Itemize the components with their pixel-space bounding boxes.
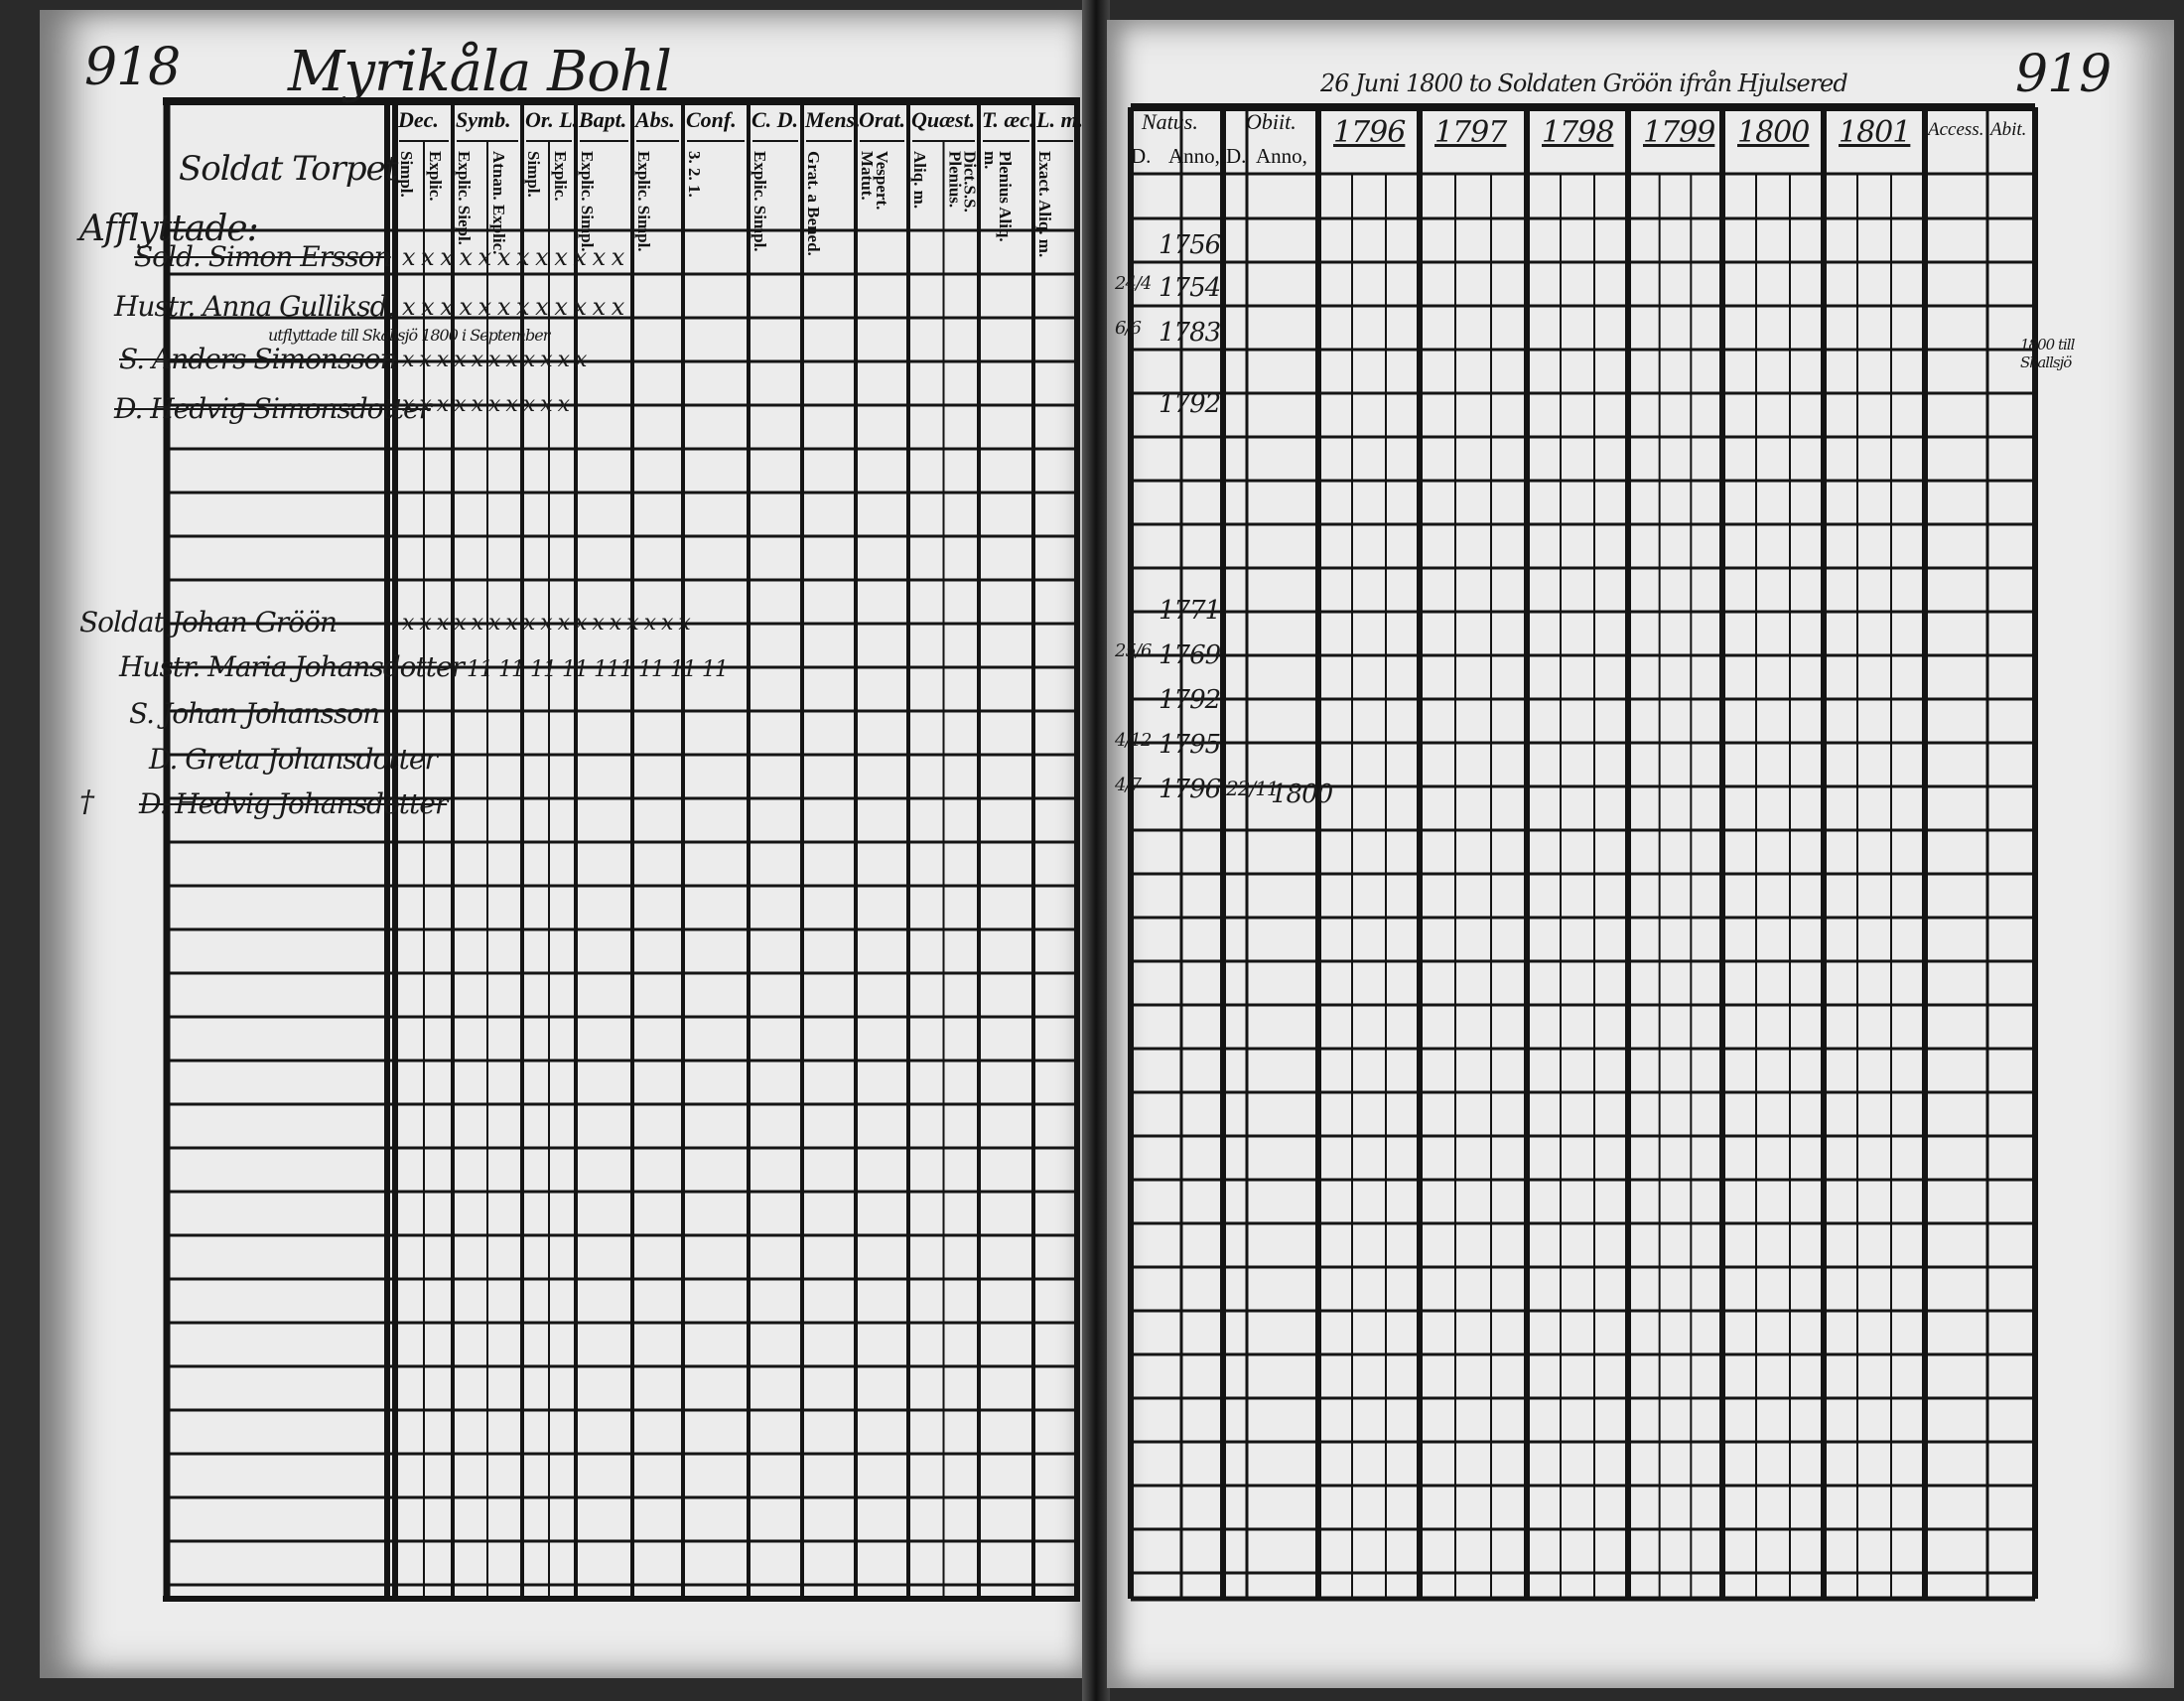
- sub-header: Atnan. Explic.: [489, 151, 508, 255]
- birth-year: 1754: [1159, 273, 1221, 303]
- year-header: 1801: [1839, 115, 1911, 150]
- sub-header: Plenius Aliq. m.: [981, 151, 1015, 242]
- abit-note: 1800 till Skallsjö: [2020, 336, 2075, 371]
- birth-year: 1769: [1159, 640, 1221, 670]
- year-header: 1798: [1542, 115, 1614, 150]
- sub-header: 3. 2. 1.: [685, 151, 704, 198]
- obiit-header: Obiit.: [1246, 109, 1297, 134]
- book-binding: [1082, 0, 1110, 1701]
- catechism-marks: x x x x x x x x x x x x x x x x x: [402, 611, 691, 636]
- birth-day: 25/6: [1115, 640, 1152, 661]
- group-header: Quæst.: [911, 107, 976, 132]
- birth-year: 1783: [1159, 318, 1221, 348]
- year-header: 1799: [1643, 115, 1715, 150]
- sub-header: Explic.: [426, 151, 445, 202]
- sub-header: Explic. Simpl.: [578, 151, 597, 252]
- group-header: Abs.: [635, 107, 675, 132]
- member-name: D. Greta Johansdotter: [149, 743, 438, 776]
- top-note: 26 Juni 1800 to Soldaten Gröön ifrån Hju…: [1320, 70, 1848, 97]
- group-header: Mens.: [805, 107, 861, 132]
- birth-year: 1795: [1159, 730, 1221, 760]
- natus-day-header: D.: [1131, 144, 1152, 168]
- birth-year: 1796: [1159, 775, 1221, 804]
- catechism-marks: x x x x x x x x x x x x: [402, 293, 624, 321]
- sub-header: Grat. a Bened.: [804, 151, 823, 256]
- death-mark: †: [79, 784, 94, 819]
- removal-note: utflyttade till Skallsjö 1800 i Septembe…: [268, 326, 550, 345]
- page-heading: Myrikåla Bohl: [288, 40, 672, 104]
- group-header: T. æc.: [982, 107, 1035, 132]
- right-register-grid: [1128, 103, 2038, 1602]
- sub-header: Vespert. Matut.: [858, 151, 891, 211]
- catechism-marks: x x x x x x x x x x x x: [402, 243, 624, 271]
- sub-header: Explic. Siepl.: [455, 151, 474, 245]
- birth-day: 6/6: [1115, 318, 1142, 339]
- member-name: S. Johan Johansson: [129, 697, 380, 730]
- year-header: 1800: [1737, 115, 1810, 150]
- obiit-day: 22/11: [1226, 777, 1280, 800]
- member-name: Sold. Simon Ersson: [134, 240, 392, 273]
- birth-year: 1756: [1159, 230, 1221, 260]
- member-name: Hustr. Maria Johansdotter: [119, 650, 465, 683]
- group-header: Or. L.: [525, 107, 579, 132]
- natus-year-header: Anno,: [1168, 144, 1220, 168]
- natus-header: Natus.: [1142, 109, 1198, 134]
- left-page: 918 Myrikåla Bohl Soldat Torpet Afflytta…: [40, 10, 1087, 1678]
- right-page: 26 Juni 1800 to Soldaten Gröön ifrån Hju…: [1107, 20, 2174, 1688]
- access-header: Access.: [1928, 119, 1984, 140]
- group-header: L. m.: [1036, 107, 1084, 132]
- catechism-marks: x x x x x x x x x x x: [402, 348, 587, 372]
- sub-header: Simpl.: [524, 151, 543, 198]
- page-number: 918: [84, 38, 181, 97]
- group-header: Bapt.: [579, 107, 627, 132]
- member-name: Hustr. Anna Gulliksd.: [114, 290, 395, 323]
- sub-header: Exact. Aliq. m.: [1035, 151, 1054, 258]
- member-name: Soldat Johan Gröön: [79, 606, 338, 638]
- abit-header: Abit.: [1990, 119, 2027, 140]
- sub-header: Explic.: [551, 151, 570, 202]
- left-register-grid: [163, 97, 1080, 1602]
- catechism-marks: x x x x x x x x x x: [402, 392, 570, 417]
- year-header: 1796: [1333, 115, 1406, 150]
- birth-year: 1771: [1159, 596, 1221, 626]
- page-number: 919: [2015, 45, 2112, 104]
- obiit-day-header: D.: [1226, 144, 1247, 168]
- group-header: Symb.: [456, 107, 511, 132]
- member-name: D. Hedvig Simonsdotter: [114, 392, 432, 425]
- birth-day: 4/7: [1115, 775, 1142, 795]
- birth-day: 24/4: [1115, 273, 1152, 294]
- catechism-marks: 11 11 11 11 111 11 11 11: [467, 657, 729, 682]
- sub-header: Aliq. m.: [910, 151, 929, 210]
- group-header: Dec.: [398, 107, 439, 132]
- obiit-year: 1800: [1271, 780, 1333, 809]
- sub-header: Dict.S.S. Plenius.: [945, 151, 980, 213]
- birth-year: 1792: [1159, 389, 1221, 419]
- sub-header: Simpl.: [397, 151, 416, 198]
- group-header: C. D.: [751, 107, 799, 132]
- birth-day: 4/12: [1115, 730, 1152, 751]
- group-header: Conf.: [686, 107, 737, 132]
- member-name: D. Hedvig Johansdotter: [139, 787, 448, 820]
- sub-header: Explic. Simpl.: [634, 151, 653, 252]
- household-label: Afflyttade:: [79, 209, 259, 249]
- birth-year: 1792: [1159, 685, 1221, 715]
- obiit-year-header: Anno,: [1256, 144, 1307, 168]
- year-header: 1797: [1434, 115, 1507, 150]
- section-title: Soldat Torpet: [179, 149, 398, 189]
- member-name: S. Anders Simonsson: [119, 343, 398, 375]
- sub-header: Explic. Simpl.: [751, 151, 769, 252]
- group-header: Orat.: [859, 107, 906, 132]
